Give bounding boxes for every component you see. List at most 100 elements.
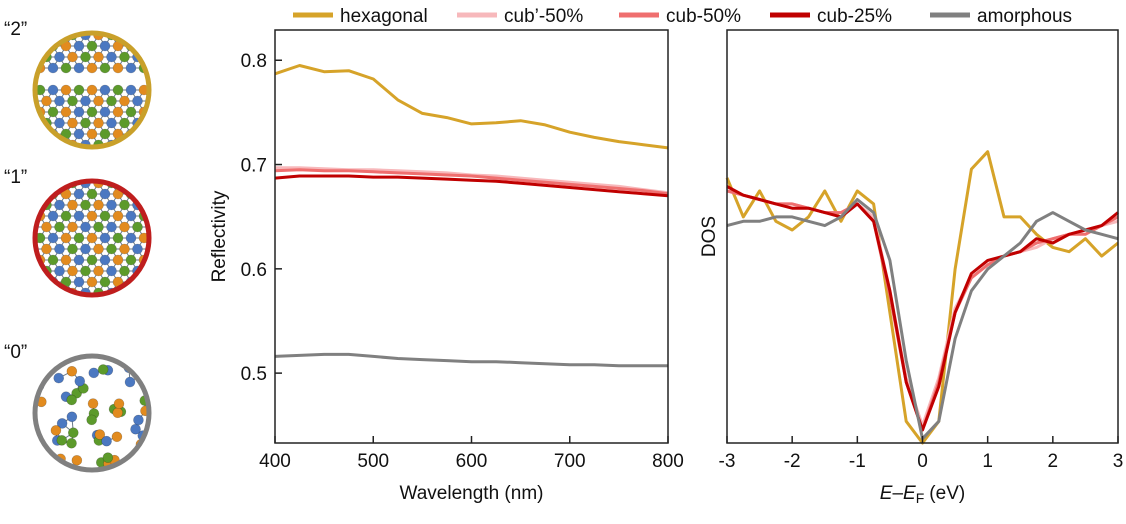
structure — [27, 348, 152, 477]
atom — [120, 244, 130, 254]
atom — [35, 41, 45, 51]
atom — [100, 233, 110, 243]
bond — [138, 134, 145, 145]
legend-label: amorphous — [977, 6, 1072, 27]
atom — [29, 52, 39, 62]
x-axis-label-part: (eV) — [929, 483, 965, 504]
bond — [144, 35, 151, 46]
atom — [55, 200, 65, 210]
x-tick-label: 0 — [917, 451, 928, 472]
bond — [138, 183, 145, 194]
atom — [87, 277, 97, 287]
atom — [74, 189, 84, 199]
atom — [22, 85, 32, 95]
atom — [48, 107, 58, 117]
bond — [131, 183, 138, 194]
atom — [159, 178, 169, 188]
series-line — [275, 66, 668, 148]
atom — [87, 415, 97, 425]
atom — [133, 30, 143, 40]
atom — [100, 255, 110, 265]
bond — [131, 35, 138, 46]
atom — [75, 376, 85, 386]
y-tick-label: 0.5 — [241, 364, 267, 385]
atom — [107, 266, 117, 276]
atom — [132, 361, 142, 371]
atom — [48, 233, 58, 243]
bond — [40, 134, 47, 145]
atom — [159, 30, 169, 40]
legend-label: hexagonal — [340, 6, 428, 27]
x-tick-label: -3 — [719, 451, 736, 472]
bond — [151, 216, 158, 227]
atom — [94, 200, 104, 210]
bond — [34, 194, 41, 205]
bond — [157, 205, 164, 216]
atom — [67, 412, 77, 422]
atom — [42, 288, 52, 298]
x-axis-label-part: E — [903, 483, 916, 504]
atom — [152, 41, 162, 51]
atom — [67, 395, 77, 405]
atom — [100, 277, 110, 287]
atom — [146, 288, 156, 298]
atom — [152, 255, 162, 265]
atom — [159, 288, 169, 298]
atom — [152, 107, 162, 117]
atom — [74, 129, 84, 139]
bond — [45, 462, 60, 464]
atom — [113, 107, 123, 117]
atom — [87, 189, 97, 199]
bond — [137, 360, 141, 367]
atom — [29, 118, 39, 128]
atom — [94, 96, 104, 106]
atom — [67, 366, 77, 376]
atom — [94, 266, 104, 276]
atom — [133, 222, 143, 232]
x-tick-label: 500 — [357, 451, 389, 472]
atom — [152, 63, 162, 73]
atom — [74, 255, 84, 265]
atom — [133, 455, 143, 465]
atom — [126, 63, 136, 73]
atom — [35, 277, 45, 287]
bond — [144, 282, 151, 293]
atom — [133, 178, 143, 188]
bond — [40, 183, 47, 194]
bond — [151, 46, 158, 57]
atom — [40, 458, 50, 468]
atom — [29, 266, 39, 276]
atom — [29, 140, 39, 150]
bond — [27, 134, 34, 145]
bond — [144, 46, 151, 57]
atom — [159, 244, 169, 254]
bond — [144, 271, 151, 282]
atom — [113, 85, 123, 95]
atom — [146, 178, 156, 188]
atom — [159, 266, 169, 276]
atom — [54, 373, 64, 383]
bond — [157, 249, 164, 260]
atom — [74, 63, 84, 73]
atom — [113, 408, 123, 418]
bond — [47, 134, 54, 145]
atom — [94, 244, 104, 254]
bond — [157, 46, 164, 57]
atom — [74, 107, 84, 117]
atom — [68, 266, 78, 276]
atom — [42, 222, 52, 232]
legend-label: cub-50% — [666, 6, 741, 27]
atom — [126, 107, 136, 117]
series-line — [727, 187, 1118, 431]
bond — [34, 46, 41, 57]
atom — [81, 244, 91, 254]
atom — [152, 129, 162, 139]
atom — [74, 211, 84, 221]
structure — [22, 30, 169, 150]
atom — [133, 244, 143, 254]
atom — [139, 41, 149, 51]
bond — [157, 271, 164, 282]
atom — [68, 118, 78, 128]
atom — [48, 85, 58, 95]
atom — [113, 63, 123, 73]
